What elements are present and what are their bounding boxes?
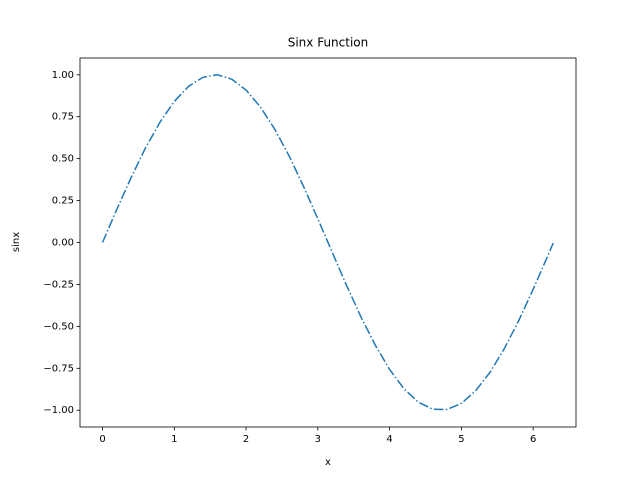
y-axis-label: sinx <box>11 232 22 252</box>
y-tick-label: 0.50 <box>52 154 74 165</box>
y-tick-label: −0.50 <box>43 321 74 332</box>
y-tick-label: −1.00 <box>43 405 74 416</box>
x-tick-label: 6 <box>530 434 536 445</box>
x-tick-label: 5 <box>458 434 464 445</box>
x-tick-label: 1 <box>171 434 177 445</box>
chart-title: Sinx Function <box>288 36 369 50</box>
y-tick-label: −0.75 <box>43 363 74 374</box>
x-tick-label: 4 <box>386 434 392 445</box>
line-series <box>101 74 554 411</box>
x-tick-label: 0 <box>99 434 105 445</box>
y-tick-label: 0.00 <box>52 238 74 249</box>
x-axis-label: x <box>325 457 331 468</box>
y-tick-label: 0.75 <box>52 112 74 123</box>
x-tick-label: 2 <box>243 434 249 445</box>
y-tick-label: 0.25 <box>52 196 74 207</box>
x-tick-label: 3 <box>315 434 321 445</box>
y-tick-label: 1.00 <box>52 70 74 81</box>
y-tick-label: −0.25 <box>43 279 74 290</box>
